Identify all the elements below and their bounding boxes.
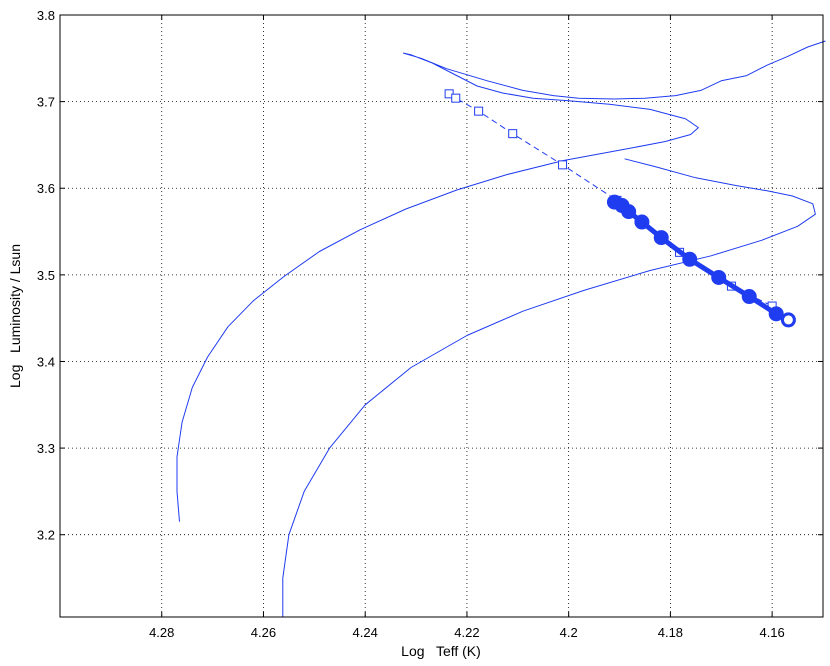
y-tick-label: 3.4 bbox=[37, 354, 55, 369]
x-axis-label: Log Teff (K) bbox=[401, 643, 481, 659]
square-marker bbox=[451, 93, 461, 103]
circle-marker bbox=[741, 289, 757, 305]
circle-marker bbox=[634, 214, 650, 230]
circle-marker bbox=[768, 306, 784, 322]
x-tick-label: 4.16 bbox=[759, 625, 784, 640]
square-marker bbox=[474, 106, 484, 116]
circle-marker bbox=[711, 269, 727, 285]
circle-marker bbox=[780, 312, 796, 328]
circle-marker bbox=[682, 251, 698, 267]
y-tick-label: 3.8 bbox=[37, 8, 55, 23]
y-axis-label: Log Luminosity / Lsun bbox=[7, 244, 23, 388]
series-group bbox=[176, 40, 826, 617]
track-line-0 bbox=[176, 40, 826, 522]
y-tick-label: 3.7 bbox=[37, 95, 55, 110]
plot-area-background bbox=[60, 15, 823, 617]
axes-box bbox=[59, 14, 824, 618]
x-tick-label: 4.22 bbox=[454, 625, 479, 640]
y-tick-label: 3.6 bbox=[37, 181, 55, 196]
y-tick-label: 3.5 bbox=[37, 268, 55, 283]
square-marker bbox=[508, 129, 518, 139]
square-marker bbox=[558, 160, 568, 170]
x-tick-label: 4.24 bbox=[353, 625, 378, 640]
ticks-group: 4.28 4.26 4.24 4.22 4.2 4.18 4.16 3.2 3.3 3.4 3.5 3… bbox=[37, 8, 823, 640]
x-tick-label: 4.18 bbox=[658, 625, 683, 640]
track-line-1 bbox=[282, 158, 816, 617]
circle-marker bbox=[653, 230, 669, 246]
y-tick-label: 3.2 bbox=[37, 528, 55, 543]
x-tick-label: 4.2 bbox=[560, 625, 578, 640]
y-tick-label: 3.3 bbox=[37, 441, 55, 456]
circle-marker bbox=[621, 204, 637, 220]
x-tick-label: 4.26 bbox=[251, 625, 276, 640]
x-tick-label: 4.28 bbox=[149, 625, 174, 640]
